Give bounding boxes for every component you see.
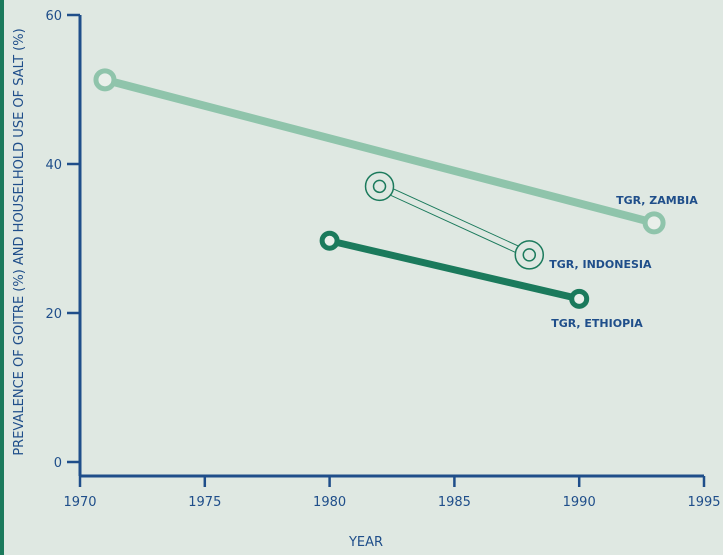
- y-tick-label: 0: [54, 456, 62, 471]
- data-point: [319, 230, 340, 251]
- series-tgr-ethiopia: TGR, ETHIOPIA: [319, 230, 643, 330]
- axes: 0 20 40 60 1970 1975 1980 1985 1990 1995: [45, 9, 720, 510]
- series-label-tgr-indonesia: TGR, INDONESIA: [549, 258, 652, 271]
- x-axis-label: YEAR: [348, 535, 383, 550]
- series-line: [100, 75, 659, 227]
- series-tgr-indonesia: TGR, INDONESIA: [364, 171, 652, 271]
- data-point-outer: [364, 171, 395, 202]
- series-layer: TGR, ZAMBIA TGR, INDONESIA TGR, ETHIOPIA: [93, 68, 698, 330]
- series-tgr-zambia: TGR, ZAMBIA: [93, 68, 698, 235]
- left-edge-bar: [0, 0, 4, 555]
- x-tick-label: 1970: [63, 495, 96, 510]
- y-tick-label: 40: [45, 158, 62, 173]
- data-point: [93, 68, 117, 92]
- series-label-tgr-zambia: TGR, ZAMBIA: [616, 194, 698, 207]
- data-point-inner: [522, 248, 537, 262]
- series-line: [326, 237, 583, 303]
- data-point: [569, 288, 590, 309]
- x-tick-label: 1980: [313, 495, 346, 510]
- y-tick-label: 60: [45, 9, 62, 24]
- x-tick-label: 1975: [188, 495, 221, 510]
- data-point-outer: [514, 240, 545, 270]
- x-tick-label: 1985: [438, 495, 471, 510]
- series-line-fill: [376, 183, 533, 258]
- y-axis-label: PREVALENCE OF GOITRE (%) AND HOUSELHOLD …: [12, 28, 27, 455]
- data-point-inner: [372, 179, 387, 194]
- x-tick-label: 1990: [563, 495, 596, 510]
- y-tick-label: 20: [45, 307, 62, 322]
- series-label-tgr-ethiopia: TGR, ETHIOPIA: [551, 317, 643, 330]
- data-point: [642, 211, 666, 235]
- x-tick-label: 1995: [687, 495, 720, 510]
